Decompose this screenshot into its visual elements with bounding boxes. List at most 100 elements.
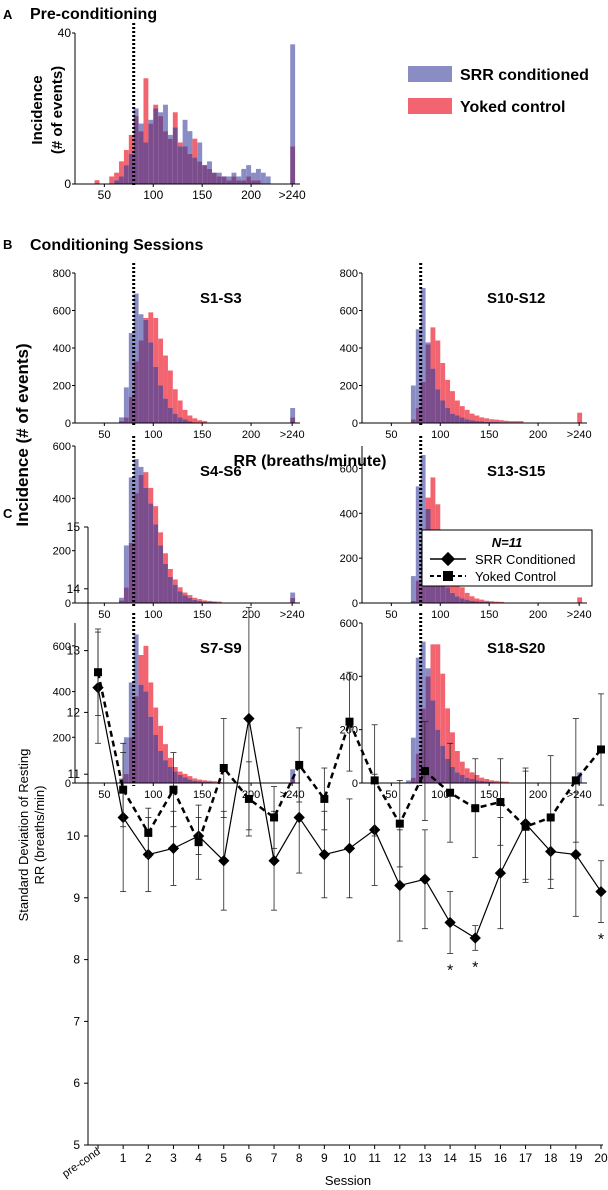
yoked-bar-s7-150 [202, 780, 208, 782]
legend-swatch-srr [408, 66, 452, 82]
sd-point-yoked-1 [119, 785, 128, 794]
sd-point-yoked-4 [194, 838, 203, 847]
yoked-bar-s1-100 [153, 318, 159, 367]
x-tick-label-s18-150: 150 [480, 789, 498, 801]
srr-bar-s7-70 [123, 737, 129, 774]
overlap-bar-s18-135 [474, 780, 480, 783]
srr-bar-pre-215 [265, 176, 271, 184]
overlap-bar-s7-140 [192, 780, 198, 783]
overlap-bar-s1-65 [119, 421, 124, 423]
overlap-bar-pre-90 [143, 142, 149, 184]
yoked-bar-s10-165 [503, 420, 509, 423]
overlap-bar-pre-120 [172, 127, 178, 184]
x-tick-label-s4-50: 50 [98, 609, 110, 621]
yoked-bar-pre-65 [119, 161, 124, 177]
overlap-bar-s4-160 [211, 601, 217, 603]
overlap-bar-pre-185 [236, 180, 242, 184]
panel-c-letter: C [3, 506, 13, 521]
overlap-bar-s1-240 [290, 417, 296, 423]
yoked-bar-s18-140 [479, 777, 485, 781]
sd-x-tick-label-20: 20 [594, 1151, 608, 1165]
yoked-bar-s10-100 [440, 363, 446, 401]
overlap-bar-s13-70 [410, 600, 416, 603]
yoked-bar-s18-105 [445, 708, 451, 759]
srr-bar-s13-70 [410, 576, 416, 601]
overlap-bar-s10-80 [420, 381, 426, 423]
yoked-bar-s4-145 [197, 599, 203, 601]
yoked-bar-s4-100 [153, 506, 159, 525]
yoked-bar-s10-145 [484, 418, 490, 422]
yoked-bar-s10-160 [498, 420, 504, 423]
overlap-bar-pre-190 [241, 180, 247, 184]
overlap-bar-s4-70 [123, 587, 129, 603]
overlap-bar-s13-105 [445, 587, 451, 603]
sd-x-tick-label-1: 1 [120, 1151, 127, 1165]
overlap-bar-s10-100 [440, 400, 446, 423]
yoked-bar-s10-170 [508, 421, 514, 423]
sd-x-tick-label-18: 18 [544, 1151, 558, 1165]
overlap-bar-s1-135 [187, 421, 193, 423]
histogram-title-s4: S4-S6 [200, 463, 242, 480]
y-tick-label-s10-400: 400 [340, 343, 358, 355]
overlap-bar-s4-105 [158, 545, 164, 603]
overlap-bar-s7-135 [187, 779, 193, 783]
histogram-s4-s6: 0 200 400 600 50 100 150 200 >240 S4-S6 [53, 436, 305, 621]
overlap-bar-s7-100 [153, 735, 159, 783]
yoked-bar-s10-90 [430, 327, 436, 369]
srr-bar-s4-70 [123, 545, 129, 588]
overlap-bar-s13-130 [469, 600, 475, 603]
panel-b-ylabel: Incidence (# of events) [13, 343, 32, 526]
srr-bar-s4-75 [128, 477, 134, 543]
sd-point-srr-5 [218, 855, 230, 867]
overlap-bar-s10-85 [425, 344, 431, 423]
overlap-bar-s1-100 [153, 366, 159, 423]
yoked-bar-s18-145 [484, 779, 490, 782]
yoked-bar-s10-95 [435, 340, 441, 390]
srr-bar-pre-135 [187, 131, 193, 154]
overlap-bar-s10-125 [464, 419, 470, 423]
significance-mark-15: * [472, 959, 478, 976]
overlap-bar-s7-120 [172, 771, 178, 783]
overlap-bar-s4-135 [187, 597, 193, 603]
yoked-bar-s4-135 [187, 595, 193, 598]
sd-point-srr-12 [394, 879, 406, 892]
overlap-bar-s18-150 [489, 781, 495, 783]
histogram-title-s10: S10-S12 [487, 290, 545, 307]
y-tick-label-s1-200: 200 [53, 381, 71, 393]
sd-point-srr-7 [268, 855, 280, 867]
x-tick-label-s18-100: 100 [431, 789, 449, 801]
srr-bar-pre-240 [290, 44, 296, 147]
overlap-bar-pre-140 [192, 157, 198, 184]
overlap-bar-s10-145 [484, 421, 490, 423]
x-tick-label-s1-50: 50 [98, 429, 110, 441]
y-tick-label-s18-0: 0 [352, 778, 358, 790]
y-tick-label-s10-600: 600 [340, 306, 358, 318]
sd-x-tick-label-13: 13 [418, 1151, 432, 1165]
yoked-bar-pre-60 [114, 172, 120, 181]
overlap-bar-s7-95 [148, 716, 154, 783]
overlap-bar-s4-155 [207, 601, 212, 603]
yoked-bar-s7-125 [177, 771, 183, 775]
sd-y-tick-label-10: 10 [67, 829, 81, 843]
yoked-bar-s18-110 [450, 732, 455, 767]
overlap-bar-s7-155 [207, 781, 212, 783]
overlap-bar-s18-100 [440, 745, 446, 783]
histogram-title-s13: S13-S15 [487, 463, 545, 480]
overlap-bar-pre-155 [207, 168, 212, 184]
x-tick-label-s10-100: 100 [431, 429, 449, 441]
srr-bar-pre-210 [260, 172, 266, 184]
srr-bar-s1-240 [290, 408, 296, 418]
srr-bar-s13-80 [420, 454, 426, 547]
yoked-bar-s7-130 [182, 773, 188, 778]
srr-bar-pre-200 [251, 172, 256, 181]
x-tick-label-s18-50: 50 [385, 789, 397, 801]
sd-x-tick-label-pre-cond: pre-cond [60, 1146, 102, 1181]
sd-x-tick-label-5: 5 [220, 1151, 227, 1165]
y-tick-label-s10-0: 0 [352, 418, 358, 430]
overlap-bar-pre-240 [290, 146, 296, 184]
legend-c-label-yoked: Yoked Control [475, 569, 556, 584]
yoked-bar-s4-165 [216, 601, 222, 603]
sd-y-tick-label-8: 8 [73, 953, 80, 967]
srr-bar-s4-65 [119, 597, 124, 601]
overlap-bar-s18-85 [425, 676, 431, 783]
